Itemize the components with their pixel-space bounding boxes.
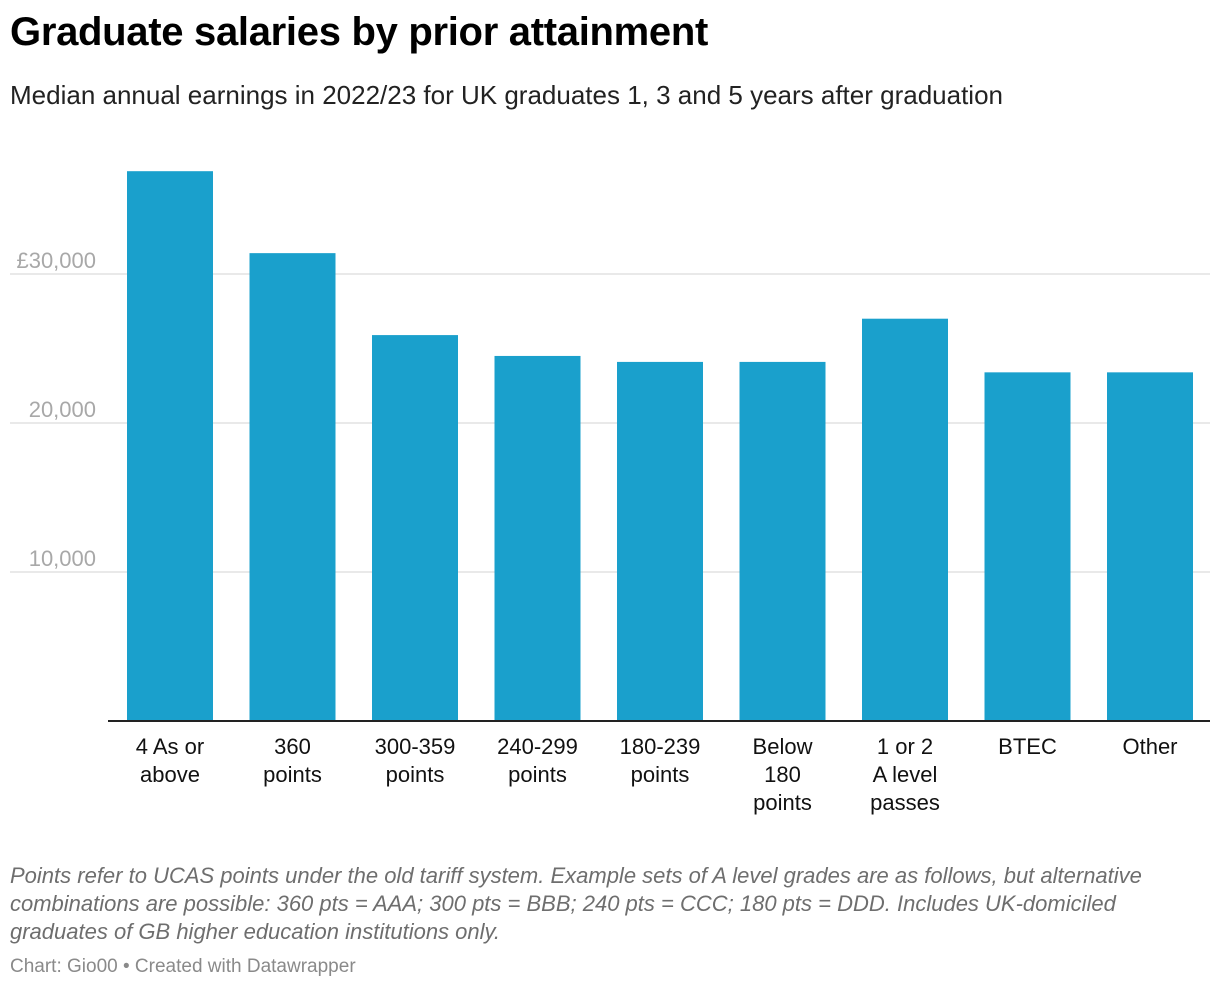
bar — [249, 253, 336, 721]
chart-notes: Points refer to UCAS points under the ol… — [10, 863, 1142, 944]
x-category-label-line: Other — [1122, 734, 1177, 759]
y-tick-label: 20,000 — [29, 397, 96, 422]
x-category-label: 240-299 points — [497, 734, 578, 787]
x-category-label-line: 180 — [764, 762, 801, 787]
x-category-label: Other — [1122, 734, 1177, 759]
bar — [617, 361, 703, 721]
x-category-label: BTEC — [998, 734, 1057, 759]
bar — [739, 361, 826, 721]
x-category-label-line: 360 — [274, 734, 311, 759]
bar — [494, 355, 581, 721]
x-category-label-line: points — [753, 790, 812, 815]
x-category-label: Below 180 points — [753, 734, 813, 815]
x-category-label: 300-359 points — [375, 734, 456, 787]
x-category-label-line: 300-359 — [375, 734, 456, 759]
x-category-label-line: passes — [870, 790, 940, 815]
x-category-label: 4 As or above — [136, 734, 204, 787]
bar-chart: 10,000 20,000 £30,000 4 As or above 360 point… — [10, 171, 1210, 815]
y-tick-label: £30,000 — [16, 248, 96, 273]
x-category-label-line: 4 As or — [136, 734, 204, 759]
bar — [127, 171, 213, 721]
x-category-label-line: 1 or 2 — [877, 734, 933, 759]
chart-subtitle: Median annual earnings in 2022/23 for UK… — [10, 80, 1004, 110]
bar — [372, 335, 458, 721]
x-category-label: 180-239 points — [620, 734, 701, 787]
x-category-label-line: 240-299 — [497, 734, 578, 759]
bars — [127, 171, 1193, 721]
x-category-label-line: above — [140, 762, 200, 787]
bar — [1107, 372, 1193, 721]
chart-title: Graduate salaries by prior attainment — [10, 10, 709, 54]
bar — [984, 372, 1071, 721]
x-category-label: 1 or 2 A level passes — [870, 734, 940, 815]
y-tick-label: 10,000 — [29, 546, 96, 571]
x-category-label-line: points — [508, 762, 567, 787]
bar — [862, 318, 948, 721]
x-category-label: 360 points — [263, 734, 322, 787]
y-axis-labels: 10,000 20,000 £30,000 — [16, 248, 96, 571]
x-category-label-line: points — [631, 762, 690, 787]
x-category-label-line: 180-239 — [620, 734, 701, 759]
x-category-label-line: Below — [753, 734, 813, 759]
x-category-label-line: points — [386, 762, 445, 787]
x-category-label-line: points — [263, 762, 322, 787]
chart-byline: Chart: Gio00 • Created with Datawrapper — [10, 956, 356, 977]
x-category-label-line: BTEC — [998, 734, 1057, 759]
x-category-label-line: A level — [873, 762, 938, 787]
